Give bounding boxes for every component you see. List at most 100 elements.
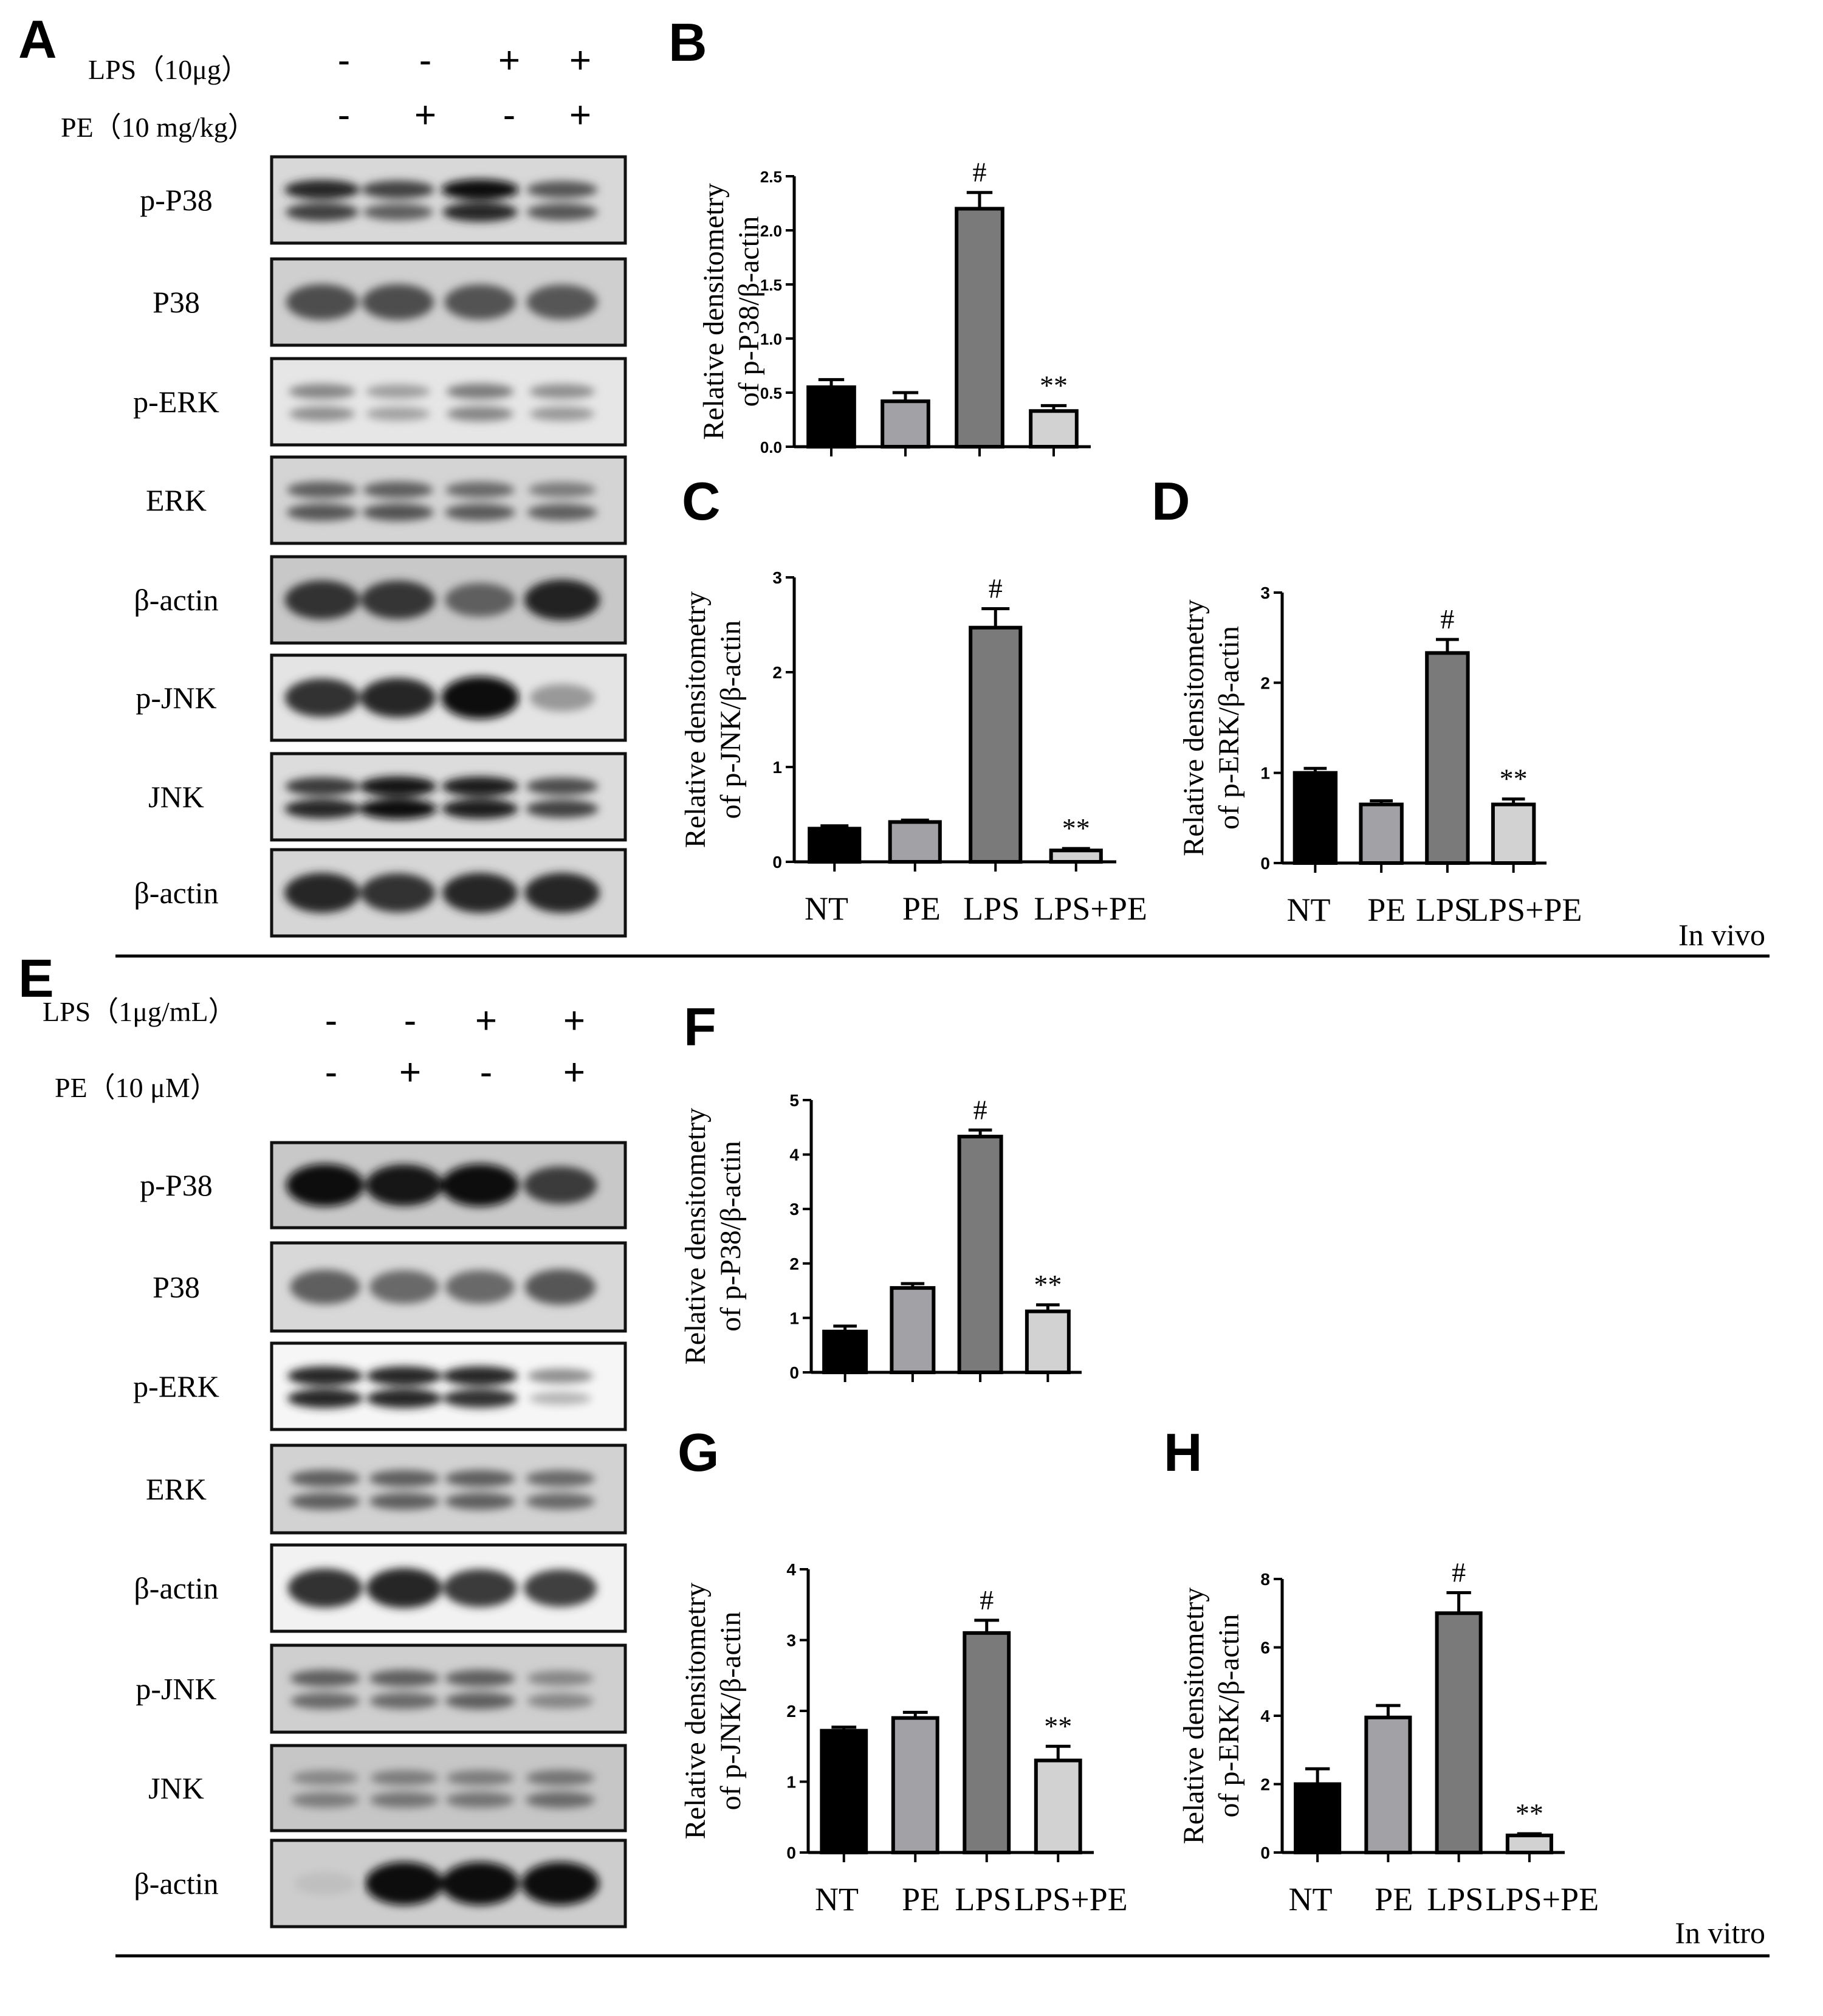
blot-background [272, 1343, 625, 1429]
significance-mark: # [980, 1584, 994, 1615]
blot-band [441, 676, 519, 719]
bar-pe [888, 820, 942, 864]
treatment-sign: - [404, 1000, 417, 1042]
y-axis-label: Relative densitometry [679, 591, 712, 848]
bar-lps [963, 1631, 1011, 1855]
blot-band [528, 482, 596, 498]
bar-lps-pe [1025, 1309, 1071, 1374]
bar-pe [1364, 1715, 1412, 1854]
blot-band [286, 284, 359, 320]
blot-band [524, 579, 600, 621]
blot-band [290, 1670, 360, 1687]
blot-label: β-actin [134, 583, 218, 617]
blot-p-jnk: p-JNK [136, 653, 627, 742]
blot-band [284, 580, 360, 620]
blot-background [272, 359, 625, 445]
bar-lps-pe [1049, 848, 1103, 864]
blot-bands [286, 1164, 597, 1206]
significance-mark: ** [1034, 1269, 1062, 1300]
blot-frame [270, 752, 627, 842]
blot-band [289, 384, 355, 399]
blot-frame [270, 1341, 627, 1431]
blot-p-jnk: p-JNK [136, 1643, 627, 1734]
blot-label: p-JNK [136, 1672, 216, 1706]
blot-band [521, 1862, 599, 1905]
y-tick-label: 2 [1260, 673, 1270, 692]
blot--actin: β-actin [134, 1543, 627, 1633]
blot-band [441, 179, 519, 200]
category-label: PE [1367, 892, 1406, 928]
treatment-label-lps: LPS（1μg/mL） [43, 996, 236, 1027]
bar-lps [1435, 1611, 1483, 1854]
y-tick-label: 1 [789, 1309, 799, 1327]
treatment-sign: + [475, 1000, 497, 1042]
blot-band [445, 1493, 515, 1510]
y-tick-label: 0 [786, 1843, 796, 1862]
blot-band [529, 407, 595, 421]
category-label: NT [815, 1881, 859, 1918]
blot-band [289, 406, 355, 421]
treatment-signs: - - + + - + - + [338, 40, 591, 136]
y-tick-label: 4 [1260, 1707, 1270, 1725]
significance-mark: ** [1500, 763, 1528, 794]
category-label: LPS [1416, 892, 1472, 928]
panel-letter: B [668, 12, 707, 72]
y-tick-label: 2 [789, 1254, 799, 1273]
treatment-sign: - [338, 94, 351, 136]
chart-panel-c: C 0 1 2 3 Relative densitometry of p-JNK/β-act… [679, 471, 1147, 927]
blot-band [526, 181, 598, 199]
blot-band [526, 1470, 595, 1487]
blot-bands [289, 384, 596, 422]
bar-lps [1425, 651, 1470, 865]
chart-panel-d: D 0 1 2 3 Relative densitometry of p-ERK/β-act… [1152, 471, 1582, 928]
blot-band [287, 481, 357, 498]
treatment-sign: - [325, 1051, 338, 1093]
blot-band [286, 1164, 364, 1206]
blot-band [365, 1862, 443, 1905]
category-label: PE [1375, 1881, 1413, 1918]
y-tick-label: 5 [789, 1091, 799, 1110]
blot--actin: β-actin [134, 1839, 627, 1928]
y-tick-label: 0 [789, 1363, 799, 1382]
blot-bands [284, 676, 595, 719]
blot-bands [286, 284, 598, 320]
blot-band [363, 481, 433, 498]
blot-band [445, 1692, 515, 1710]
blot-label: JNK [148, 780, 204, 814]
blot-frame [270, 155, 627, 245]
significance-mark: # [1440, 604, 1454, 635]
blot-band [526, 1770, 595, 1786]
blot-bands [290, 1269, 596, 1305]
blot-background [272, 1645, 625, 1732]
blot-band [526, 1493, 595, 1510]
category-label: LPS+PE [1469, 892, 1582, 928]
y-tick-label: 1.5 [760, 276, 782, 294]
bar-lps [969, 625, 1023, 864]
blot-bands [290, 1670, 594, 1710]
category-label: LPS+PE [1014, 1881, 1128, 1918]
blot-band [445, 481, 515, 498]
blot-background [272, 754, 625, 840]
blot-band [290, 1270, 360, 1304]
significance-mark: ** [1062, 813, 1090, 844]
chart-panel-f: F 0 1 2 3 4 5 Relative densitometry of p-P38/β-a… [679, 997, 1082, 1382]
y-axis-label: of p-P38/β-actin [715, 1141, 747, 1332]
treatment-sign: + [498, 40, 520, 81]
blot-band [526, 203, 598, 221]
y-tick-label: 8 [1260, 1570, 1270, 1589]
y-tick-label: 1.0 [760, 330, 782, 348]
blot-band [284, 678, 360, 717]
category-label: NT [1287, 892, 1331, 928]
blot-band [523, 1166, 597, 1204]
blot-label: p-P38 [140, 1168, 212, 1202]
blot-band [294, 1871, 356, 1896]
blot-bands [291, 1770, 595, 1808]
blot-bands [287, 1366, 594, 1408]
blot-p38: P38 [153, 257, 627, 347]
bar-nt [1293, 771, 1338, 865]
treatment-label-lps: LPS（10μg） [88, 54, 249, 85]
blot-band [369, 1493, 439, 1510]
y-tick-label: 2.0 [760, 222, 782, 240]
y-tick-label: 3 [786, 1631, 796, 1650]
blot-band [362, 503, 434, 521]
